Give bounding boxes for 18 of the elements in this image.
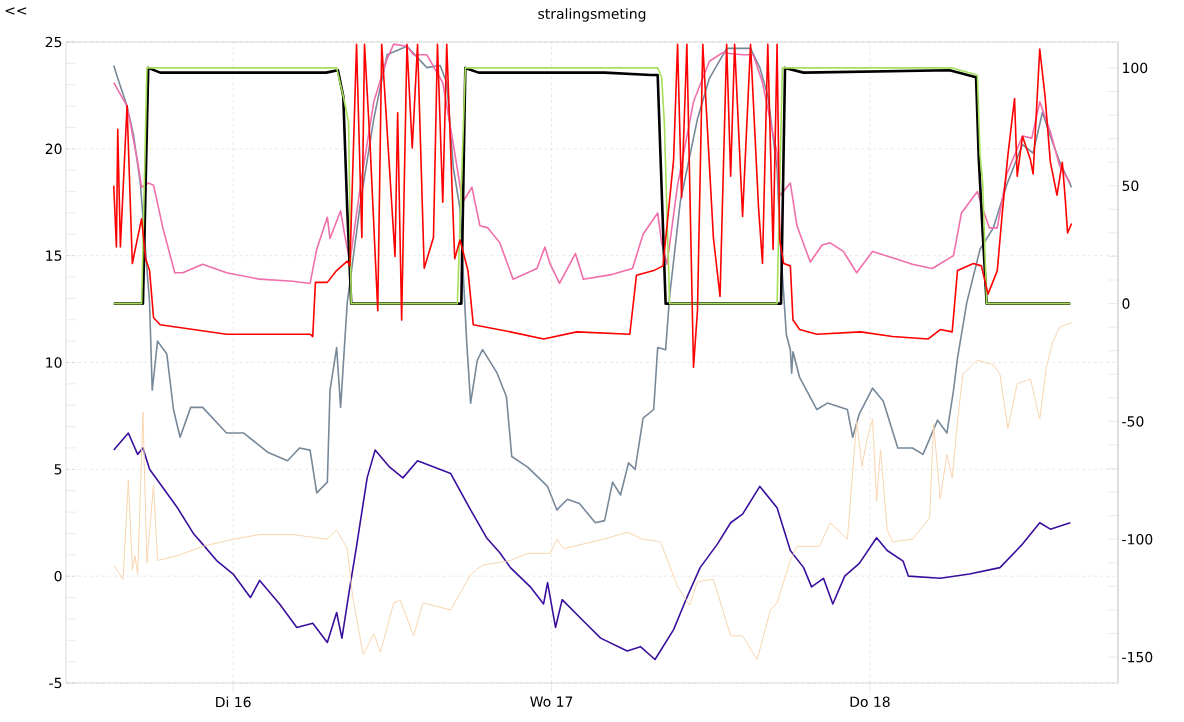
y2-tick-label: 100 <box>1123 62 1148 74</box>
chart-title: stralingsmeting <box>538 8 646 22</box>
x-tick-label: Wo 17 <box>530 696 573 707</box>
x-tick-label: Do 18 <box>850 696 890 708</box>
y-tick-label: -5 <box>49 677 62 689</box>
y-tick-label: 5 <box>54 464 62 475</box>
y2-tick-label: 50 <box>1122 180 1139 192</box>
y-tick-label: 15 <box>46 250 62 261</box>
x-tick-label: Di 16 <box>216 696 251 708</box>
y-tick-label: 0 <box>54 570 62 582</box>
y2-tick-label: 0 <box>1122 298 1130 309</box>
y-tick-label: 20 <box>45 143 62 155</box>
y2-tick-label: -100 <box>1122 533 1153 545</box>
y2-tick-label: -150 <box>1122 651 1153 663</box>
y-tick-label: 10 <box>46 357 62 368</box>
y2-tick-label: -50 <box>1122 416 1144 427</box>
y-tick-label: 25 <box>45 36 62 48</box>
text: << <box>5 7 27 15</box>
